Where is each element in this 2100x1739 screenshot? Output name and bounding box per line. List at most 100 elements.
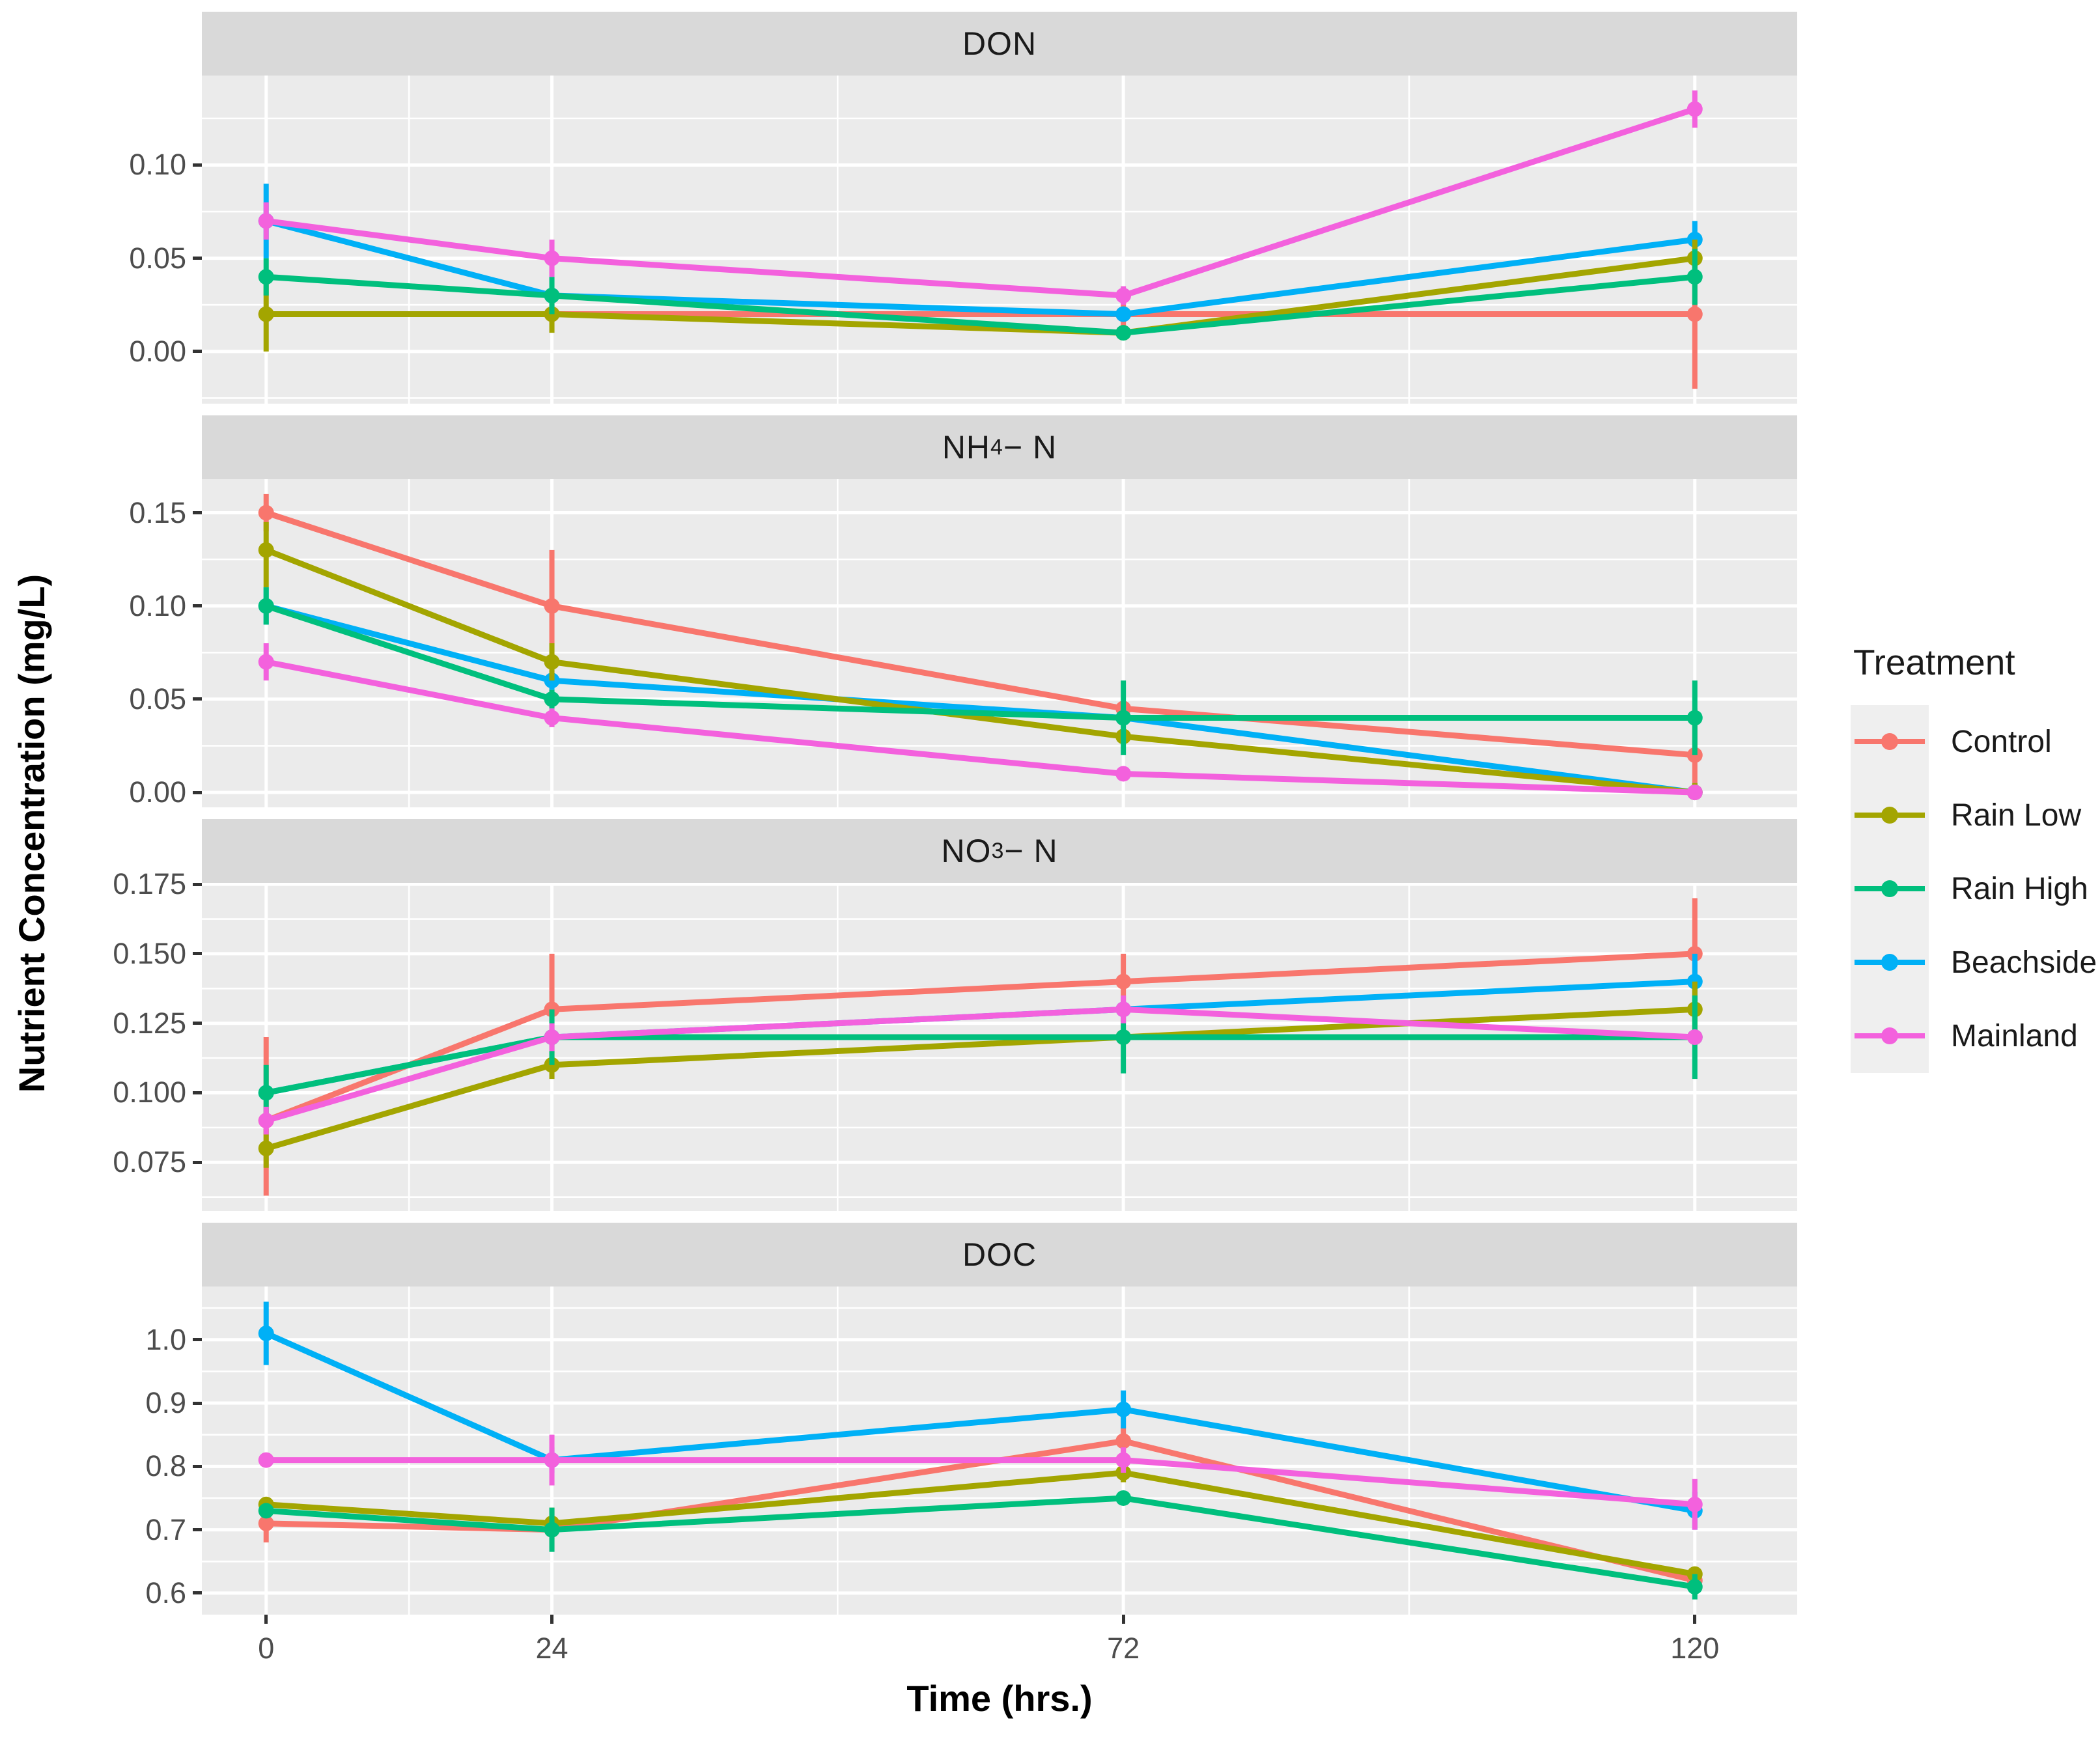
- data-point-rain-high: [1115, 710, 1132, 726]
- panel-nh: [202, 479, 1797, 807]
- data-point-rain-high: [258, 269, 274, 285]
- data-point-rain-high: [544, 691, 560, 707]
- panel-background: [202, 883, 1797, 1211]
- legend-entry-label: Rain Low: [1951, 798, 2082, 833]
- data-point-rain-low: [258, 1140, 274, 1156]
- series-line-control: [266, 1438, 1696, 1583]
- panel-no: [202, 883, 1797, 1211]
- legend-entry-mainland: Mainland: [1851, 999, 2098, 1073]
- legend-entry-label: Mainland: [1951, 1019, 2078, 1053]
- data-point-mainland: [258, 654, 274, 670]
- y-tick-mark: [193, 1338, 202, 1342]
- y-tick-label: 0.6: [145, 1576, 186, 1609]
- legend-key-icon-beachside: [1855, 954, 1925, 971]
- x-axis-title: Time (hrs.): [906, 1678, 1093, 1719]
- series-line-mainland: [265, 659, 1695, 796]
- data-point-mainland: [1687, 1496, 1703, 1512]
- y-tick-label: 0.00: [129, 334, 186, 368]
- legend-key-icon-rain-high: [1855, 880, 1925, 897]
- data-point-rain-high: [258, 1085, 274, 1101]
- data-point-beachside: [258, 1326, 274, 1341]
- data-point-mainland: [258, 1452, 274, 1468]
- y-tick-label: 0.175: [113, 867, 186, 901]
- legend-entry-rain-low: Rain Low: [1851, 779, 2098, 852]
- y-tick-label: 0.05: [129, 241, 186, 275]
- y-tick-label: 0.15: [129, 495, 186, 529]
- y-tick-label: 0.10: [129, 148, 186, 182]
- data-point-control: [258, 1515, 274, 1531]
- legend-key-point: [1881, 733, 1898, 750]
- data-point-rain-low: [544, 654, 560, 670]
- y-tick-label: 1.0: [145, 1322, 186, 1356]
- series-line-mainland: [266, 106, 1696, 299]
- y-axis-title: Nutrient Concentration (mg/L): [11, 574, 52, 1093]
- data-point-control: [1115, 973, 1132, 990]
- y-tick-label: 0.8: [145, 1449, 186, 1483]
- y-tick-mark: [193, 1022, 202, 1025]
- legend-keys: Control Rain Low Rain High Beachside Mainlan…: [1851, 705, 2098, 1073]
- y-tick-label: 0.9: [145, 1386, 186, 1420]
- facet-title-part: DON: [962, 25, 1037, 62]
- y-tick-label: 0.125: [113, 1006, 186, 1040]
- legend-key-point: [1881, 807, 1898, 824]
- series-line-rain-low: [266, 255, 1696, 336]
- data-point-rain-high: [1687, 1579, 1703, 1595]
- series-line-rain-high: [265, 1034, 1695, 1096]
- x-tick-mark: [264, 1615, 268, 1624]
- data-point-beachside: [1115, 1401, 1132, 1417]
- legend-key-point: [1881, 1027, 1898, 1044]
- legend-key-icon-mainland: [1855, 1027, 1925, 1044]
- series-line-mainland: [265, 1006, 1695, 1124]
- data-point-rain-high: [1687, 710, 1703, 726]
- series-line-beachside: [265, 218, 1696, 318]
- facet-title-part: DOC: [962, 1236, 1037, 1273]
- data-point-mainland: [1687, 785, 1703, 801]
- series-line-rain-high: [266, 273, 1696, 336]
- data-point-mainland: [258, 1113, 274, 1129]
- x-tick-mark: [550, 1615, 554, 1624]
- data-point-rain-high: [258, 1503, 274, 1519]
- y-tick-mark: [193, 882, 202, 886]
- y-tick-mark: [193, 697, 202, 701]
- data-point-control: [1687, 306, 1703, 322]
- legend-entry-beachside: Beachside: [1851, 926, 2098, 999]
- facet-strip-doc: DOC: [202, 1223, 1797, 1287]
- data-point-mainland: [1687, 101, 1703, 117]
- y-tick-label: 0.100: [113, 1076, 186, 1109]
- panel-don: [202, 76, 1797, 404]
- y-tick-mark: [193, 1091, 202, 1094]
- legend-entry-label: Control: [1951, 725, 2052, 759]
- data-point-rain-high: [1115, 325, 1132, 341]
- y-tick-mark: [193, 952, 202, 956]
- data-point-mainland: [258, 213, 274, 229]
- data-point-rain-high: [1115, 1490, 1132, 1506]
- y-tick-mark: [193, 163, 202, 167]
- x-tick-label: 120: [1670, 1632, 1720, 1665]
- data-point-control: [1115, 1433, 1132, 1449]
- x-tick-mark: [1121, 1615, 1125, 1624]
- panel-background: [202, 479, 1797, 807]
- x-tick-mark: [1693, 1615, 1697, 1624]
- data-point-mainland: [544, 1452, 560, 1468]
- facet-strip-don: DON: [202, 12, 1797, 76]
- legend-entry-label: Rain High: [1951, 872, 2088, 906]
- data-point-rain-high: [1115, 1029, 1132, 1046]
- series-line-rain-low: [265, 547, 1696, 796]
- y-tick-mark: [193, 604, 202, 608]
- data-point-mainland: [1115, 287, 1132, 303]
- facet-title-part: 3: [991, 838, 1005, 863]
- data-point-mainland: [544, 710, 560, 726]
- data-point-rain-high: [544, 1522, 560, 1538]
- y-tick-mark: [193, 511, 202, 515]
- legend: Treatment Control Rain Low Rain High Beachs…: [1851, 641, 2098, 1073]
- series-line-rain-high: [265, 603, 1695, 721]
- y-tick-mark: [193, 1591, 202, 1595]
- data-point-mainland: [1115, 1001, 1132, 1018]
- legend-key-icon-rain-low: [1855, 807, 1925, 824]
- y-tick-label: 0.00: [129, 775, 186, 809]
- data-point-beachside: [1687, 973, 1703, 990]
- x-tick-label: 0: [258, 1632, 275, 1665]
- facet-strip-no: NO 3 − N: [202, 819, 1797, 883]
- facet-title-part: − N: [1004, 833, 1058, 869]
